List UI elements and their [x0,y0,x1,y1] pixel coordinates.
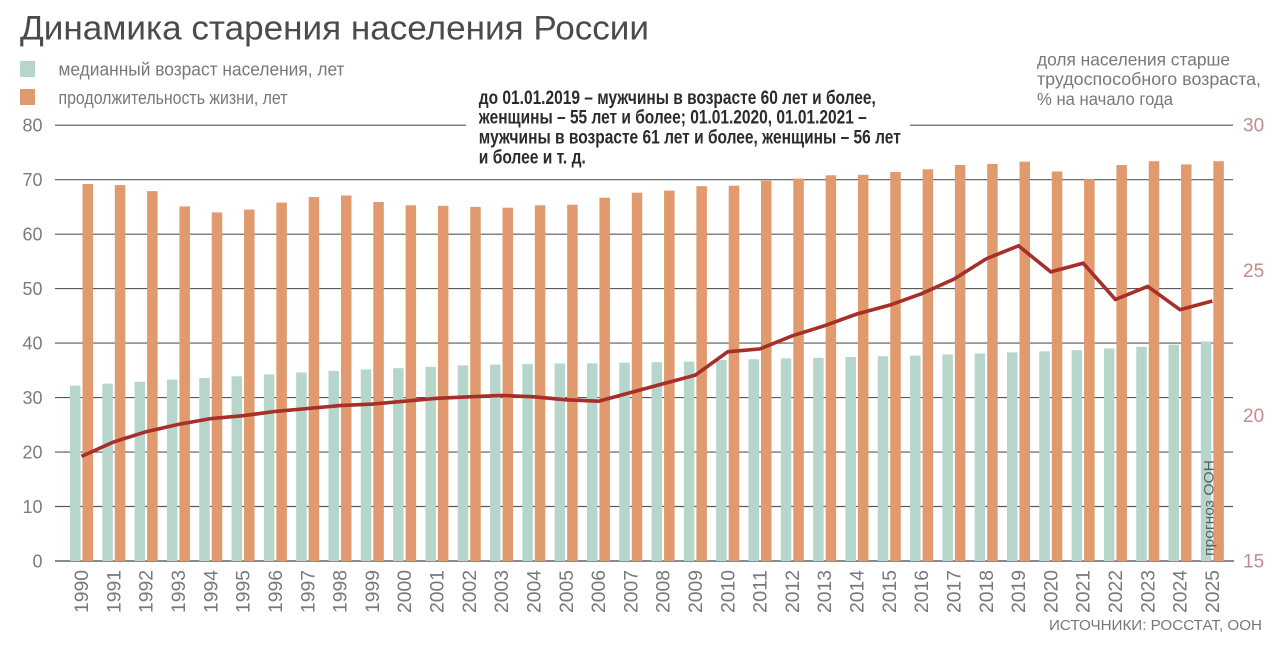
svg-text:2014: 2014 [848,570,869,613]
svg-text:2009: 2009 [686,570,707,613]
svg-text:2008: 2008 [654,570,675,613]
svg-text:прогноз ООН: прогноз ООН [1202,460,1217,556]
svg-text:2016: 2016 [912,570,933,613]
svg-text:трудоспособного возраста,: трудоспособного возраста, [1037,69,1261,89]
svg-text:2003: 2003 [492,570,513,613]
svg-text:и более и т. д.: и более и т. д. [479,148,586,169]
svg-text:медианный возраст населения, л: медианный возраст населения, лет [59,59,345,80]
svg-text:2017: 2017 [945,570,966,613]
svg-text:80: 80 [22,116,42,136]
svg-text:40: 40 [22,333,42,353]
svg-text:2015: 2015 [880,570,901,613]
svg-text:до 01.01.2019 – мужчины в возр: до 01.01.2019 – мужчины в возрасте 60 ле… [479,88,876,109]
svg-text:1994: 1994 [201,570,222,613]
svg-text:2023: 2023 [1138,570,1159,613]
svg-text:2018: 2018 [977,570,998,613]
svg-text:2025: 2025 [1203,570,1224,613]
svg-text:1993: 1993 [169,570,190,613]
svg-text:1992: 1992 [137,570,158,613]
svg-text:2001: 2001 [428,570,449,613]
svg-text:2006: 2006 [589,570,610,613]
svg-text:30: 30 [22,388,42,408]
svg-text:ИСТОЧНИКИ: РОССТАТ, ООН: ИСТОЧНИКИ: РОССТАТ, ООН [1049,618,1262,634]
svg-text:продолжительность жизни, лет: продолжительность жизни, лет [59,87,288,108]
svg-text:1998: 1998 [331,570,352,613]
svg-text:2020: 2020 [1041,570,1062,613]
svg-text:2019: 2019 [1009,570,1030,613]
svg-text:2004: 2004 [524,570,545,613]
svg-text:2024: 2024 [1171,570,1192,613]
svg-text:2002: 2002 [460,570,481,613]
svg-text:10: 10 [22,497,42,517]
svg-text:2022: 2022 [1106,570,1127,613]
svg-text:60: 60 [22,224,42,244]
svg-text:1996: 1996 [266,570,287,613]
svg-text:2013: 2013 [815,570,836,613]
svg-text:Динамика старения населения Ро: Динамика старения населения России [20,10,649,48]
svg-text:женщины – 55 лет и более; 01.0: женщины – 55 лет и более; 01.01.2020, 01… [478,108,867,129]
svg-text:15: 15 [1243,552,1264,573]
svg-text:50: 50 [22,279,42,299]
svg-text:2011: 2011 [751,570,772,613]
svg-text:2005: 2005 [557,570,578,613]
svg-text:1999: 1999 [363,570,384,613]
svg-text:доля населения старше: доля населения старше [1037,50,1230,70]
svg-text:1997: 1997 [298,570,319,613]
svg-text:2012: 2012 [783,570,804,613]
svg-text:1990: 1990 [72,570,93,613]
svg-text:2000: 2000 [395,570,416,613]
svg-text:20: 20 [22,442,42,462]
svg-text:20: 20 [1243,406,1264,427]
svg-text:1991: 1991 [104,570,125,613]
svg-text:2010: 2010 [718,570,739,613]
svg-text:70: 70 [22,170,42,190]
svg-text:2007: 2007 [621,570,642,613]
svg-text:25: 25 [1243,261,1264,282]
svg-text:мужчины в возрасте 61 лет и бо: мужчины в возрасте 61 лет и более, женщи… [479,128,901,149]
svg-text:30: 30 [1243,116,1264,137]
svg-text:% на начало года: % на начало года [1037,89,1173,109]
svg-text:2021: 2021 [1074,570,1095,613]
svg-text:0: 0 [32,551,42,571]
svg-text:1995: 1995 [234,570,255,613]
